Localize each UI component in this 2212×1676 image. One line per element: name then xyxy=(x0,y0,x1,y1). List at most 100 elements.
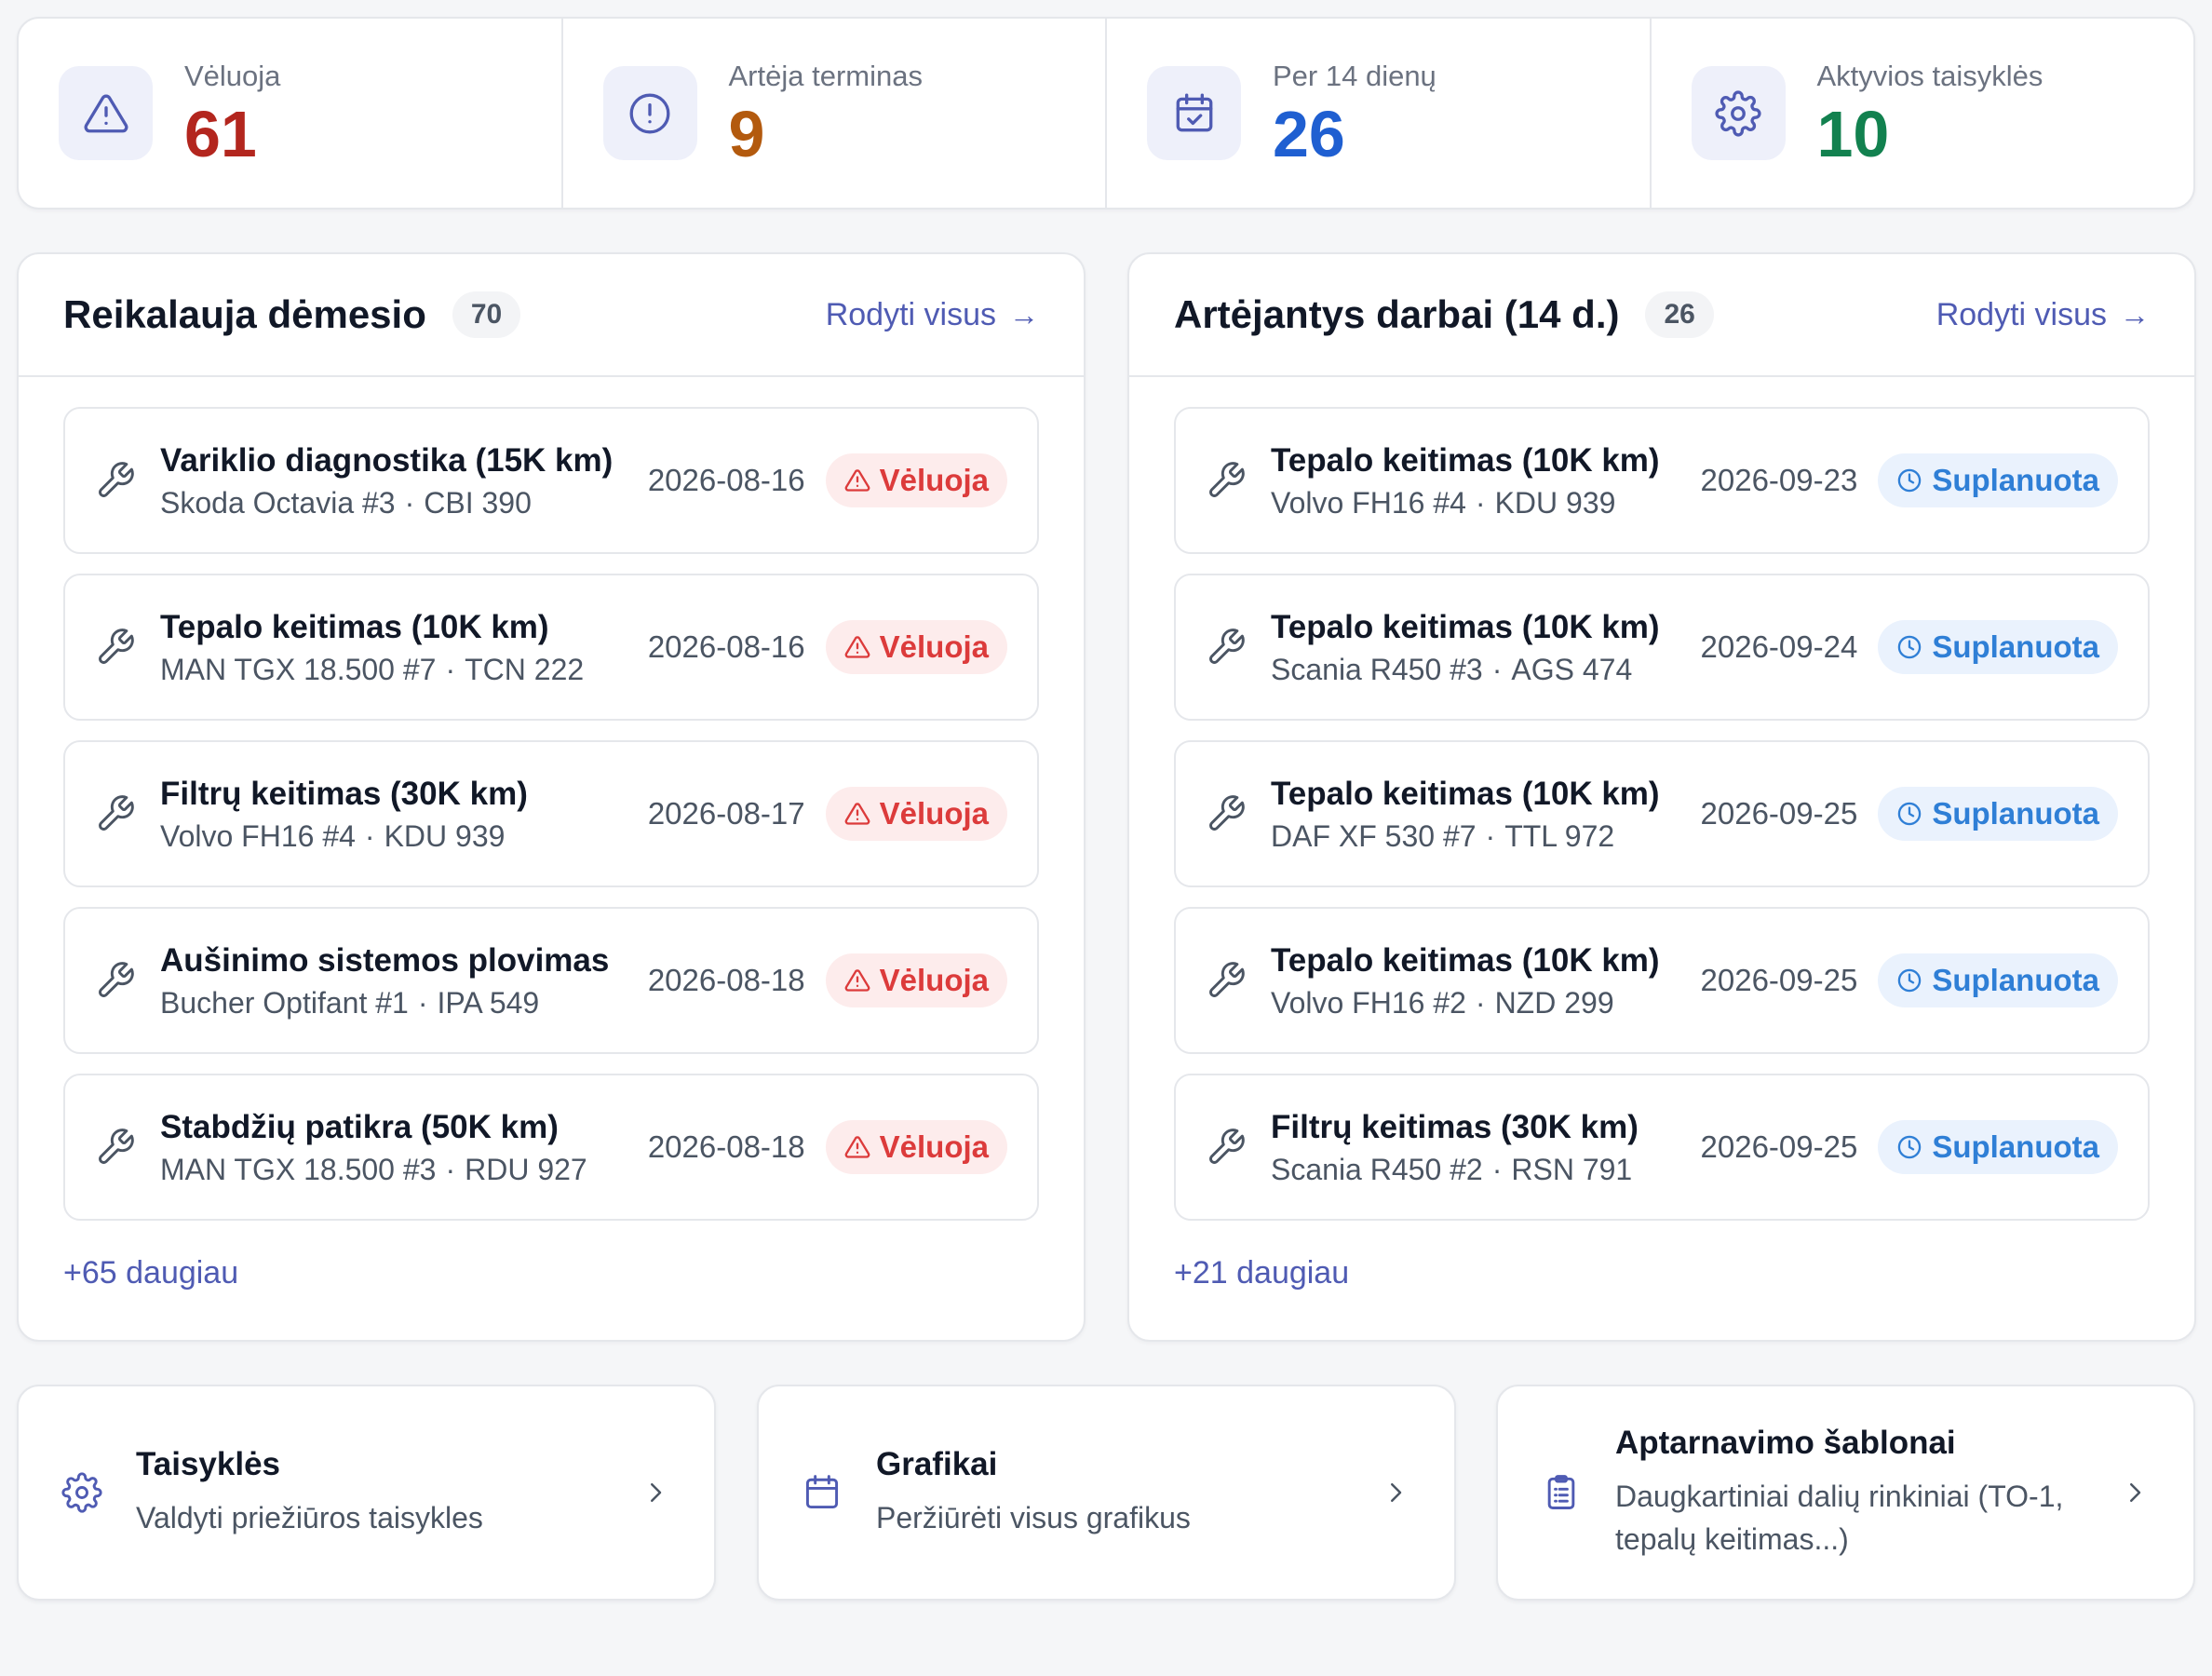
upcoming-list: Tepalo keitimas (10K km) Volvo FH16 #4 · KD… xyxy=(1129,377,2194,1221)
status-badge: Vėluoja xyxy=(825,787,1007,841)
quick-link-rules[interactable]: Taisyklės Valdyti priežiūros taisykles xyxy=(17,1385,716,1601)
separator: · xyxy=(404,486,415,520)
item-plate: CBI 390 xyxy=(424,486,532,520)
list-item[interactable]: Tepalo keitimas (10K km) DAF XF 530 #7 · TT… xyxy=(1174,740,2150,887)
separator: · xyxy=(1491,653,1503,687)
stat-value: 10 xyxy=(1816,98,1890,171)
status-label: Suplanuota xyxy=(1932,1129,2099,1164)
item-plate: RSN 791 xyxy=(1511,1153,1633,1187)
item-date: 2026-08-18 xyxy=(647,1129,805,1164)
calendar-check-icon xyxy=(1147,66,1241,160)
item-plate: IPA 549 xyxy=(437,986,540,1020)
item-title: Filtrų keitimas (30K km) xyxy=(1271,1108,1639,1145)
list-item[interactable]: Tepalo keitimas (10K km) MAN TGX 18.500 #… xyxy=(63,574,1039,721)
quick-link-desc: Peržiūrėti visus grafikus xyxy=(876,1500,1191,1534)
separator: · xyxy=(417,986,428,1020)
status-label: Vėluoja xyxy=(879,963,989,997)
quick-link-title: Taisyklės xyxy=(136,1445,281,1482)
list-item[interactable]: Variklio diagnostika (15K km) Skoda Octav… xyxy=(63,407,1039,554)
status-badge: Suplanuota xyxy=(1878,787,2118,841)
attention-panel: Reikalauja dėmesio 70 Rodyti visus → Vari… xyxy=(17,252,1086,1342)
item-text: Tepalo keitimas (10K km) MAN TGX 18.500 #… xyxy=(160,607,629,688)
status-label: Vėluoja xyxy=(879,463,989,497)
list-item[interactable]: Tepalo keitimas (10K km) Volvo FH16 #4 · KD… xyxy=(1174,407,2150,554)
item-text: Tepalo keitimas (10K km) DAF XF 530 #7 · TT… xyxy=(1271,774,1682,855)
separator: · xyxy=(364,819,375,854)
item-date: 2026-08-18 xyxy=(647,963,805,997)
view-all-link[interactable]: Rodyti visus → xyxy=(1936,297,2150,333)
item-plate: AGS 474 xyxy=(1511,653,1633,687)
item-title: Tepalo keitimas (10K km) xyxy=(160,608,549,645)
list-item[interactable]: Tepalo keitimas (10K km) Volvo FH16 #2 · NZ… xyxy=(1174,907,2150,1054)
status-label: Vėluoja xyxy=(879,796,989,831)
item-plate: KDU 939 xyxy=(384,819,506,854)
item-subtitle: Scania R450 #2 · RSN 791 xyxy=(1271,1153,1682,1187)
calendar-icon xyxy=(800,1470,844,1515)
stat-overdue: Vėluoja 61 xyxy=(19,19,563,208)
quick-link-title: Aptarnavimo šablonai xyxy=(1615,1424,1956,1461)
status-label: Vėluoja xyxy=(879,1129,989,1164)
item-plate: KDU 939 xyxy=(1494,486,1616,520)
item-date: 2026-09-23 xyxy=(1700,463,1858,497)
wrench-icon xyxy=(93,1125,138,1169)
item-text: Tepalo keitimas (10K km) Volvo FH16 #4 · KD… xyxy=(1271,440,1682,521)
item-vehicle: Volvo FH16 #4 xyxy=(160,819,356,854)
warning-triangle-icon xyxy=(844,801,880,827)
stat-label: Vėluoja xyxy=(184,60,281,93)
status-label: Suplanuota xyxy=(1932,463,2099,497)
item-vehicle: Skoda Octavia #3 xyxy=(160,486,396,520)
item-vehicle: MAN TGX 18.500 #7 xyxy=(160,653,437,687)
clock-icon xyxy=(1896,1134,1932,1160)
item-title: Variklio diagnostika (15K km) xyxy=(160,441,614,479)
status-badge: Suplanuota xyxy=(1878,953,2118,1007)
more-link[interactable]: +21 daugiau xyxy=(1174,1255,1350,1291)
item-vehicle: DAF XF 530 #7 xyxy=(1271,819,1477,854)
quick-link-schedules[interactable]: Grafikai Peržiūrėti visus grafikus xyxy=(757,1385,1456,1601)
warning-triangle-icon xyxy=(844,1134,880,1160)
wrench-icon xyxy=(93,791,138,836)
list-item[interactable]: Stabdžių patikra (50K km) MAN TGX 18.500 … xyxy=(63,1074,1039,1221)
item-subtitle: Volvo FH16 #4 · KDU 939 xyxy=(1271,486,1682,520)
quick-link-desc: Valdyti priežiūros taisykles xyxy=(136,1500,483,1534)
view-all-link[interactable]: Rodyti visus → xyxy=(826,297,1039,333)
stat-value: 9 xyxy=(728,98,765,171)
item-text: Stabdžių patikra (50K km) MAN TGX 18.500 … xyxy=(160,1107,629,1188)
item-vehicle: Scania R450 #2 xyxy=(1271,1153,1483,1187)
stat-next-14-days: Per 14 dienų 26 xyxy=(1107,19,1652,208)
list-item[interactable]: Filtrų keitimas (30K km) Volvo FH16 #4 · KD… xyxy=(63,740,1039,887)
item-subtitle: Volvo FH16 #4 · KDU 939 xyxy=(160,819,629,854)
item-text: Filtrų keitimas (30K km) Scania R450 #2 · R… xyxy=(1271,1107,1682,1188)
panel-header: Artėjantys darbai (14 d.) 26 Rodyti visu… xyxy=(1129,254,2194,377)
clock-icon xyxy=(1896,801,1932,827)
status-label: Suplanuota xyxy=(1932,796,2099,831)
status-badge: Vėluoja xyxy=(825,620,1007,674)
stat-label: Artėja terminas xyxy=(728,60,923,93)
status-badge: Vėluoja xyxy=(825,953,1007,1007)
clock-icon xyxy=(1896,634,1932,660)
status-label: Suplanuota xyxy=(1932,963,2099,997)
item-date: 2026-08-16 xyxy=(647,629,805,664)
item-subtitle: DAF XF 530 #7 · TTL 972 xyxy=(1271,819,1682,854)
list-item[interactable]: Aušinimo sistemos plovimas Bucher Optifan… xyxy=(63,907,1039,1054)
status-badge: Suplanuota xyxy=(1878,453,2118,507)
chevron-right-icon xyxy=(641,1479,669,1507)
wrench-icon xyxy=(93,958,138,1003)
clock-icon xyxy=(1896,467,1932,493)
quick-link-templates[interactable]: Aptarnavimo šablonai Daugkartiniai dalių… xyxy=(1496,1385,2195,1601)
item-title: Stabdžių patikra (50K km) xyxy=(160,1108,559,1145)
item-plate: RDU 927 xyxy=(465,1153,587,1187)
status-badge: Vėluoja xyxy=(825,453,1007,507)
list-item[interactable]: Tepalo keitimas (10K km) Scania R450 #3 · A… xyxy=(1174,574,2150,721)
more-link[interactable]: +65 daugiau xyxy=(63,1255,239,1291)
item-plate: NZD 299 xyxy=(1494,986,1614,1020)
item-text: Tepalo keitimas (10K km) Volvo FH16 #2 · NZ… xyxy=(1271,940,1682,1021)
quick-link-title: Grafikai xyxy=(876,1445,998,1482)
panel-title: Artėjantys darbai (14 d.) xyxy=(1174,292,1620,336)
arrow-right-icon: → xyxy=(2120,297,2150,331)
list-item[interactable]: Filtrų keitimas (30K km) Scania R450 #2 · R… xyxy=(1174,1074,2150,1221)
item-vehicle: Volvo FH16 #2 xyxy=(1271,986,1466,1020)
item-title: Tepalo keitimas (10K km) xyxy=(1271,775,1660,812)
separator: · xyxy=(445,1153,456,1187)
chevron-right-icon xyxy=(2121,1479,2149,1507)
warning-triangle-icon xyxy=(844,967,880,993)
